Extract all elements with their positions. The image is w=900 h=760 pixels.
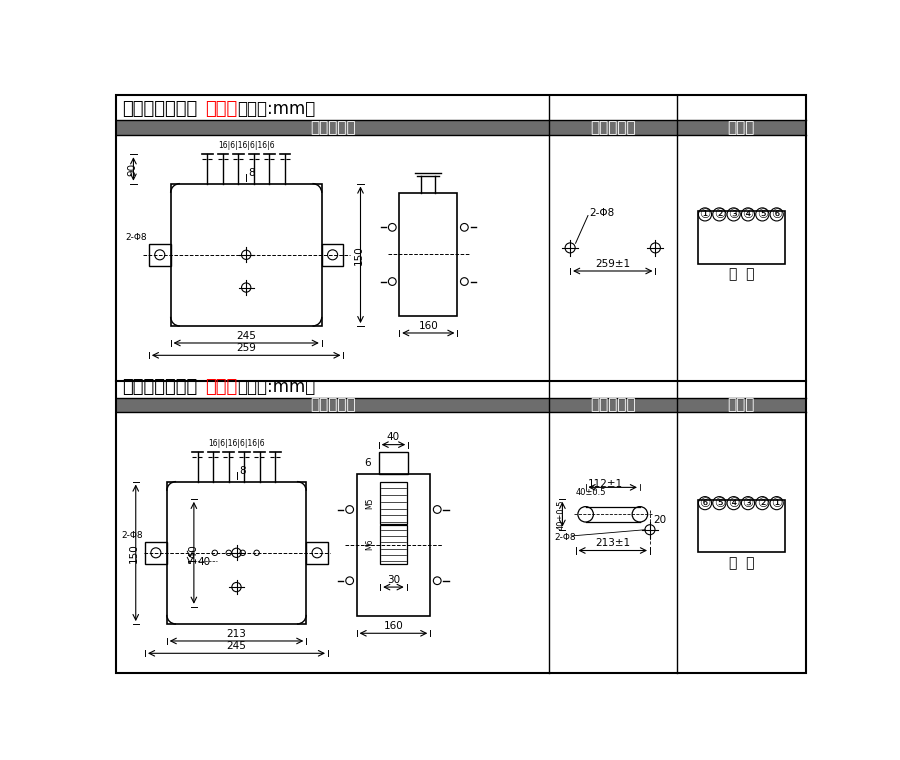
Text: 背  视: 背 视 xyxy=(729,556,754,570)
Bar xyxy=(116,121,549,135)
Text: 40: 40 xyxy=(387,432,400,442)
Bar xyxy=(549,121,677,135)
Text: 2-Φ8: 2-Φ8 xyxy=(554,533,576,542)
Text: 2-Φ8: 2-Φ8 xyxy=(122,531,143,540)
Text: 安装开孔图: 安装开孔图 xyxy=(590,397,635,413)
Bar xyxy=(698,500,785,553)
Bar xyxy=(171,184,322,326)
Text: 外形尺寸图: 外形尺寸图 xyxy=(310,397,356,413)
Text: （单位:mm）: （单位:mm） xyxy=(238,100,316,118)
Text: 40±0.5: 40±0.5 xyxy=(576,488,607,497)
Text: ⑤: ⑤ xyxy=(714,496,725,510)
Text: 112±1: 112±1 xyxy=(588,479,623,489)
Text: 20: 20 xyxy=(653,515,666,524)
Text: 259: 259 xyxy=(236,343,256,353)
Text: ②: ② xyxy=(757,496,768,510)
Text: ①: ① xyxy=(771,496,782,510)
Bar xyxy=(356,474,430,616)
Bar xyxy=(116,397,549,412)
Text: 8: 8 xyxy=(248,168,255,178)
Text: ⑤: ⑤ xyxy=(757,208,768,221)
Text: 6: 6 xyxy=(364,458,371,468)
Text: 2-Φ8: 2-Φ8 xyxy=(125,233,147,242)
Text: 245: 245 xyxy=(236,331,256,340)
Text: 259±1: 259±1 xyxy=(595,258,630,269)
Text: M5: M5 xyxy=(365,497,374,508)
Bar xyxy=(677,121,806,135)
Text: 后接线: 后接线 xyxy=(204,378,237,396)
Bar xyxy=(306,542,328,564)
Text: （单位:mm）: （单位:mm） xyxy=(238,378,316,396)
Text: 安装开孔图: 安装开孔图 xyxy=(590,120,635,135)
Text: ①: ① xyxy=(699,208,711,221)
Bar xyxy=(549,397,677,412)
Text: 16|6|16|6|16|6: 16|6|16|6|16|6 xyxy=(218,141,274,150)
Bar xyxy=(322,244,344,265)
Text: 前  视: 前 视 xyxy=(729,268,754,281)
Text: 30: 30 xyxy=(387,575,400,584)
Bar xyxy=(381,525,407,564)
Text: 213: 213 xyxy=(227,629,247,638)
Text: 160: 160 xyxy=(418,321,438,331)
Bar xyxy=(379,452,409,474)
Text: 140: 140 xyxy=(187,543,197,562)
Text: 40±0.5: 40±0.5 xyxy=(556,499,565,530)
Text: 160: 160 xyxy=(383,621,403,631)
Text: 单相过流凸出式: 单相过流凸出式 xyxy=(122,378,197,396)
Text: 端子图: 端子图 xyxy=(728,120,755,135)
Text: 2-Φ8: 2-Φ8 xyxy=(590,208,615,218)
Text: ③: ③ xyxy=(742,496,753,510)
Text: 150: 150 xyxy=(354,245,364,264)
Text: ③: ③ xyxy=(728,208,739,221)
Text: 16|6|16|6|16|6: 16|6|16|6|16|6 xyxy=(208,439,265,448)
Bar xyxy=(677,397,806,412)
Text: 端子图: 端子图 xyxy=(728,397,755,413)
Bar xyxy=(698,211,785,264)
Text: 单相过流凸出式: 单相过流凸出式 xyxy=(122,100,197,118)
Bar xyxy=(400,193,457,316)
Text: M6: M6 xyxy=(365,539,374,550)
Bar xyxy=(381,482,407,524)
Text: ⑥: ⑥ xyxy=(771,208,782,221)
Text: ④: ④ xyxy=(742,208,753,221)
Text: 213±1: 213±1 xyxy=(595,538,630,548)
Bar xyxy=(148,244,171,265)
Text: 90: 90 xyxy=(127,163,137,176)
Text: ⑥: ⑥ xyxy=(699,496,711,510)
Text: ②: ② xyxy=(714,208,725,221)
Text: 245: 245 xyxy=(227,641,247,651)
Bar xyxy=(166,482,306,624)
Text: 150: 150 xyxy=(130,543,140,562)
Text: 8: 8 xyxy=(238,466,246,476)
Text: 外形尺寸图: 外形尺寸图 xyxy=(310,120,356,135)
Bar xyxy=(145,542,166,564)
Text: 40: 40 xyxy=(197,557,211,567)
Text: ④: ④ xyxy=(728,496,739,510)
Text: 前接线: 前接线 xyxy=(204,100,237,118)
